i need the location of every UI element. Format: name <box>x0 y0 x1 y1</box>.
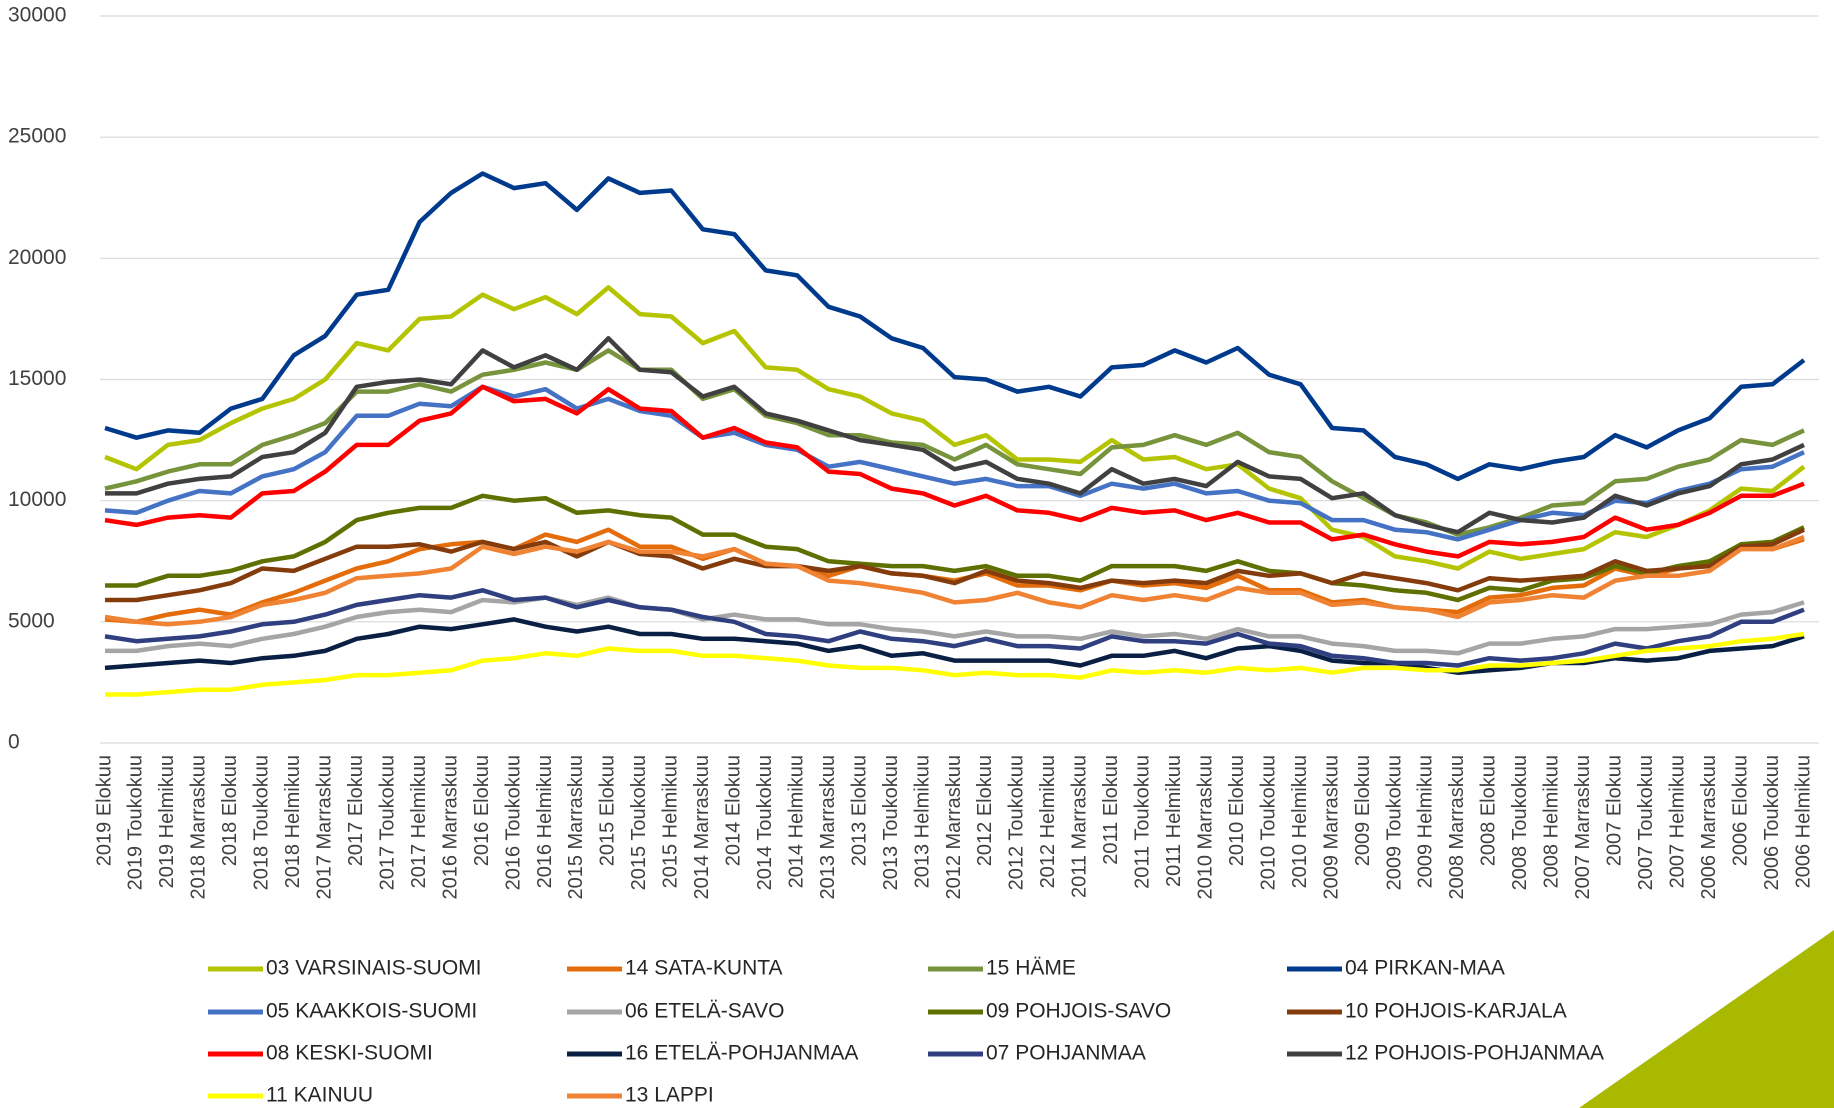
x-tick-label: 2015 Helmikuu <box>660 755 682 888</box>
y-tick-label: 30000 <box>8 4 66 27</box>
x-tick-label: 2012 Helmikuu <box>1037 755 1059 888</box>
x-tick-label: 2011 Helmikuu <box>1163 755 1185 887</box>
x-tick-label: 2007 Toukokuu <box>1635 755 1657 890</box>
series-line <box>104 348 1805 537</box>
series-line <box>105 595 1805 656</box>
x-tick-label: 2010 Helmikuu <box>1289 755 1311 888</box>
x-tick-label: 2018 Helmikuu <box>282 755 304 888</box>
x-tick-label: 2009 Toukokuu <box>1383 755 1405 890</box>
x-tick-label: 2019 Elokuu <box>93 755 115 866</box>
legend-label: 15 HÄME <box>986 957 1076 980</box>
series-line <box>105 631 1805 697</box>
x-tick-label: 2006 Marraskuu <box>1698 755 1720 900</box>
legend-label: 07 POHJANMAA <box>986 1042 1146 1065</box>
series-line <box>104 384 1805 559</box>
series-line <box>105 527 1805 603</box>
x-tick-label: 2019 Toukokuu <box>125 755 147 890</box>
x-tick-label: 2009 Marraskuu <box>1320 755 1342 900</box>
series-line <box>104 617 1805 675</box>
legend-label: 03 VARSINAIS-SUOMI <box>266 957 482 980</box>
x-tick-label: 2012 Toukokuu <box>1006 755 1028 890</box>
x-tick-label: 2016 Helmikuu <box>534 755 556 888</box>
x-tick-label: 2007 Helmikuu <box>1666 755 1688 888</box>
x-tick-label: 2007 Elokuu <box>1604 755 1626 866</box>
series-line <box>105 493 1805 603</box>
x-tick-label: 2010 Toukokuu <box>1257 755 1279 890</box>
legend-label: 05 KAAKKOIS-SUOMI <box>266 1000 477 1023</box>
legend-label: 12 POHJOIS-POHJANMAA <box>1345 1042 1604 1065</box>
x-tick-label: 2006 Elokuu <box>1729 755 1751 866</box>
x-tick-label: 2015 Toukokuu <box>628 755 650 890</box>
series-line <box>104 285 1806 571</box>
x-tick-label: 2019 Helmikuu <box>156 755 178 888</box>
y-tick-label: 20000 <box>8 246 66 269</box>
x-tick-label: 2008 Elokuu <box>1478 755 1500 866</box>
x-tick-label: 2008 Helmikuu <box>1541 755 1563 888</box>
x-tick-label: 2014 Helmikuu <box>785 755 807 888</box>
series-line <box>105 336 1805 535</box>
y-tick-label: 15000 <box>8 367 66 390</box>
x-tick-label: 2010 Elokuu <box>1226 755 1248 866</box>
series-line <box>104 588 1805 668</box>
x-tick-label: 2018 Marraskuu <box>188 755 210 900</box>
x-tick-label: 2016 Marraskuu <box>439 755 461 900</box>
x-tick-label: 2006 Toukokuu <box>1761 755 1783 890</box>
x-tick-label: 2006 Helmikuu <box>1792 755 1814 888</box>
legend-label: 09 POHJOIS-SAVO <box>986 1000 1171 1023</box>
legend-label: 13 LAPPI <box>625 1084 714 1107</box>
legend-label: 11 KAINUU <box>266 1084 373 1107</box>
legend-label: 14 SATA-KUNTA <box>625 957 783 980</box>
x-tick-label: 2017 Elokuu <box>345 755 367 866</box>
x-tick-label: 2013 Elokuu <box>848 755 870 866</box>
x-tick-label: 2017 Toukokuu <box>376 755 398 890</box>
x-tick-label: 2011 Marraskuu <box>1069 755 1091 898</box>
legend-label: 16 ETELÄ-POHJANMAA <box>625 1042 858 1065</box>
x-tick-label: 2013 Helmikuu <box>911 755 933 888</box>
legend-label: 08 KESKI-SUOMI <box>266 1042 433 1065</box>
x-tick-label: 2014 Marraskuu <box>691 755 713 900</box>
x-tick-label: 2014 Elokuu <box>723 755 745 866</box>
y-tick-label: 10000 <box>8 488 66 511</box>
x-tick-label: 2010 Marraskuu <box>1194 755 1216 900</box>
x-tick-label: 2011 Toukokuu <box>1132 755 1154 889</box>
y-tick-label: 5000 <box>8 609 55 632</box>
x-tick-label: 2016 Elokuu <box>471 755 493 866</box>
x-tick-label: 2013 Toukokuu <box>880 755 902 890</box>
x-tick-label: 2012 Elokuu <box>974 755 996 866</box>
x-tick-label: 2018 Elokuu <box>219 755 241 866</box>
decoration <box>1579 930 1834 1108</box>
x-tick-label: 2009 Elokuu <box>1352 755 1374 866</box>
series-line <box>104 534 1805 627</box>
x-tick-label: 2013 Marraskuu <box>817 755 839 900</box>
x-tick-label: 2011 Elokuu <box>1100 755 1122 865</box>
series-line <box>104 527 1805 625</box>
x-tick-label: 2012 Marraskuu <box>943 755 965 900</box>
x-tick-label: 2008 Toukokuu <box>1509 755 1531 890</box>
x-tick-label: 2009 Helmikuu <box>1415 755 1437 888</box>
y-tick-label: 25000 <box>8 125 66 148</box>
x-tick-label: 2016 Toukokuu <box>502 755 524 890</box>
x-tick-label: 2018 Toukokuu <box>251 755 273 890</box>
x-tick-label: 2017 Helmikuu <box>408 755 430 888</box>
x-tick-label: 2017 Marraskuu <box>314 755 336 900</box>
series-line <box>104 171 1806 482</box>
legend-label: 04 PIRKAN-MAA <box>1345 957 1505 980</box>
y-tick-label: 0 <box>8 731 20 754</box>
x-tick-label: 2014 Toukokuu <box>754 755 776 890</box>
legend-label: 10 POHJOIS-KARJALA <box>1345 1000 1567 1023</box>
x-tick-label: 2007 Marraskuu <box>1572 755 1594 900</box>
legend-label: 06 ETELÄ-SAVO <box>625 1000 785 1023</box>
x-tick-label: 2008 Marraskuu <box>1446 755 1468 900</box>
x-tick-label: 2015 Marraskuu <box>565 755 587 900</box>
x-tick-label: 2015 Elokuu <box>597 755 619 866</box>
